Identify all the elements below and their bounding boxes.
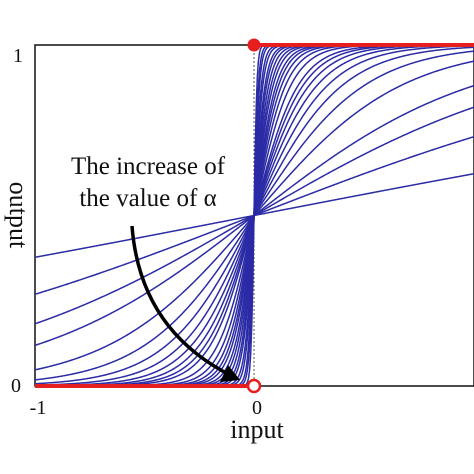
step-function-group [35,38,474,394]
x-tick-center: 0 [252,397,262,419]
step-filled-point [247,38,261,52]
annotation-arrowhead [220,365,240,382]
annotation-line-1: The increase of [71,153,226,180]
annotation-line-2: the value of α [79,185,216,212]
y-axis-title: output [4,182,33,249]
y-tick-bottom: 0 [11,375,21,397]
step-open-point [246,378,262,394]
x-tick-left: -1 [30,397,47,419]
x-axis-title: input [230,415,284,444]
annotation-arrow [130,225,233,378]
y-tick-top: 1 [13,45,23,67]
